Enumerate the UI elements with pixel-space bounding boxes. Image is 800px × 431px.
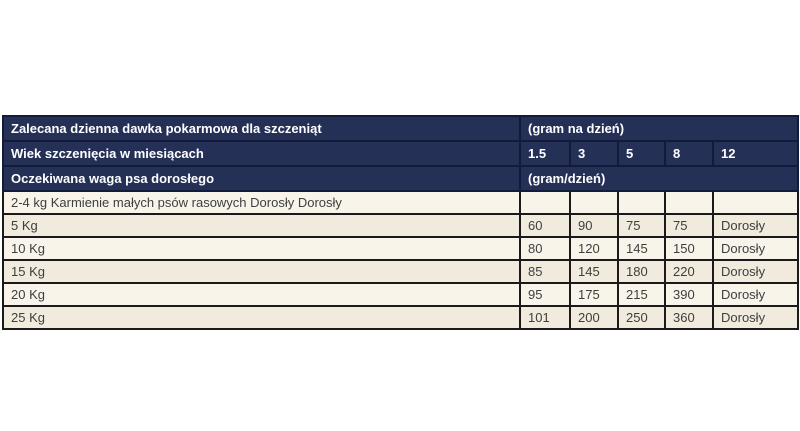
table-header: Zalecana dzienna dawka pokarmowa dla szc… [2,115,800,192]
value-cell: 180 [617,259,666,284]
table-row: 20 Kg 95 175 215 390 Dorosły [2,282,800,307]
table-row: 15 Kg 85 145 180 220 Dorosły [2,259,800,284]
value-cell: 95 [519,282,571,307]
age-month-cell: 5 [617,140,666,167]
value-cell: 390 [664,282,714,307]
header-row-weight: Oczekiwana waga psa dorosłego (gram/dzień… [2,165,800,192]
weight-cell: 15 Kg [2,259,521,284]
table-row: 25 Kg 101 200 250 360 Dorosły [2,305,800,330]
value-cell: 250 [617,305,666,330]
unit-per-day-cell: (gram na dzień) [518,115,800,142]
age-month-cell: 8 [664,140,714,167]
value-cell [711,190,800,215]
value-cell [617,190,666,215]
value-cell: 175 [569,282,619,307]
value-cell: 215 [617,282,666,307]
value-cell: 75 [664,213,714,238]
table-body: 2-4 kg Karmienie małych psów rasowych Do… [2,190,800,330]
value-cell: 80 [519,236,571,261]
table-row: 2-4 kg Karmienie małych psów rasowych Do… [2,190,800,215]
value-cell: Dorosły [711,282,800,307]
value-cell: Dorosły [711,236,800,261]
value-cell: Dorosły [711,213,800,238]
value-cell: 145 [617,236,666,261]
age-month-cell: 12 [711,140,800,167]
weight-cell: 2-4 kg Karmienie małych psów rasowych Do… [2,190,521,215]
value-cell: Dorosły [711,259,800,284]
value-cell: 90 [569,213,619,238]
weight-cell: 5 Kg [2,213,521,238]
header-row-age: Wiek szczenięcia w miesiącach 1.5 3 5 8 12 [2,140,800,167]
age-month-cell: 1.5 [519,140,571,167]
puppy-feeding-table: Zalecana dzienna dawka pokarmowa dla szc… [2,115,800,330]
weight-cell: 20 Kg [2,282,521,307]
value-cell [664,190,714,215]
table-row: 5 Kg 60 90 75 75 Dorosły [2,213,800,238]
value-cell: 150 [664,236,714,261]
weight-label-cell: Oczekiwana waga psa dorosłego [2,165,521,192]
value-cell: 145 [569,259,619,284]
value-cell: Dorosły [711,305,800,330]
value-cell: 220 [664,259,714,284]
header-row-title: Zalecana dzienna dawka pokarmowa dla szc… [2,115,800,142]
table-title-cell: Zalecana dzienna dawka pokarmowa dla szc… [2,115,521,142]
value-cell: 101 [519,305,571,330]
weight-cell: 25 Kg [2,305,521,330]
age-month-cell: 3 [569,140,619,167]
value-cell: 75 [617,213,666,238]
table-row: 10 Kg 80 120 145 150 Dorosły [2,236,800,261]
value-cell [569,190,619,215]
value-cell: 85 [519,259,571,284]
value-cell: 360 [664,305,714,330]
value-cell: 200 [569,305,619,330]
value-cell: 120 [569,236,619,261]
value-cell: 60 [519,213,571,238]
unit-gram-day-cell: (gram/dzień) [518,165,800,192]
weight-cell: 10 Kg [2,236,521,261]
age-label-cell: Wiek szczenięcia w miesiącach [2,140,521,167]
value-cell [519,190,571,215]
